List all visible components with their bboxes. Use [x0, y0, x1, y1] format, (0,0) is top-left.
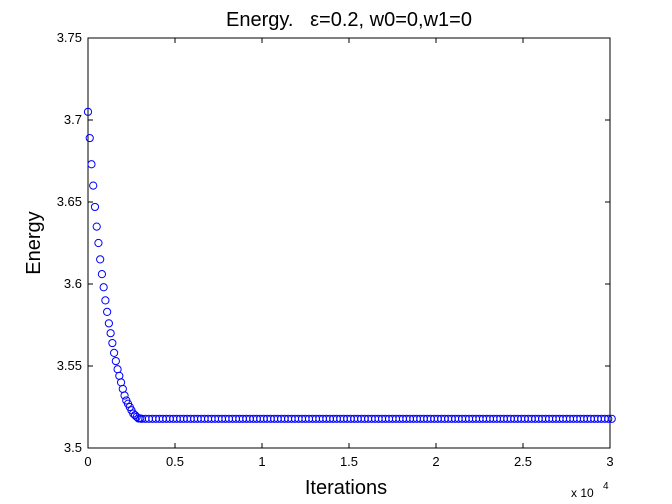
- data-point: [87, 160, 96, 169]
- data-points: [83, 107, 616, 423]
- x-tick-label: 0.5: [166, 454, 184, 469]
- y-axis-title: Energy: [23, 211, 45, 274]
- data-point: [103, 307, 112, 316]
- x-tick-label: 1.5: [340, 454, 358, 469]
- y-tick-label: 3.55: [57, 358, 82, 373]
- data-point: [85, 133, 94, 143]
- data-point: [120, 391, 129, 400]
- plot-area: [87, 37, 611, 449]
- x-axis-title: Iterations: [305, 477, 387, 499]
- y-tick-labels: 3.5 3.55 3.6 3.65 3.7 3.75: [57, 30, 82, 455]
- x-tick-label: 0: [84, 454, 91, 469]
- x-axis-multiplier-exponent: 4: [603, 481, 609, 492]
- data-point: [92, 222, 101, 231]
- axis-ticks: [87, 37, 611, 449]
- y-tick-label: 3.75: [57, 30, 82, 45]
- x-tick-label: 2: [432, 454, 439, 469]
- y-tick-label: 3.7: [64, 112, 82, 127]
- y-tick-label: 3.65: [57, 194, 82, 209]
- x-tick-labels: 0 0.5 1 1.5 2 2.5 3: [84, 454, 613, 469]
- data-point: [83, 107, 93, 116]
- x-tick-label: 3: [606, 454, 613, 469]
- y-tick-label: 3.5: [64, 440, 82, 455]
- data-point: [110, 348, 119, 357]
- data-point: [90, 202, 100, 212]
- data-point: [101, 296, 110, 305]
- data-point: [108, 338, 117, 348]
- x-axis-multiplier: x 10: [571, 486, 594, 500]
- data-point: [111, 356, 120, 366]
- data-point: [99, 283, 108, 292]
- x-tick-label: 2.5: [514, 454, 532, 469]
- data-point: [106, 329, 115, 338]
- data-point: [607, 414, 616, 423]
- data-point: [604, 414, 613, 423]
- data-point: [94, 238, 103, 248]
- x-tick-label: 1: [258, 454, 265, 469]
- data-point: [89, 181, 98, 190]
- data-point: [104, 319, 113, 328]
- data-point: [97, 270, 107, 279]
- y-tick-label: 3.6: [64, 276, 82, 291]
- chart-title: Energy. ε=0.2, w0=0,w1=0: [226, 9, 472, 31]
- data-point: [96, 255, 105, 264]
